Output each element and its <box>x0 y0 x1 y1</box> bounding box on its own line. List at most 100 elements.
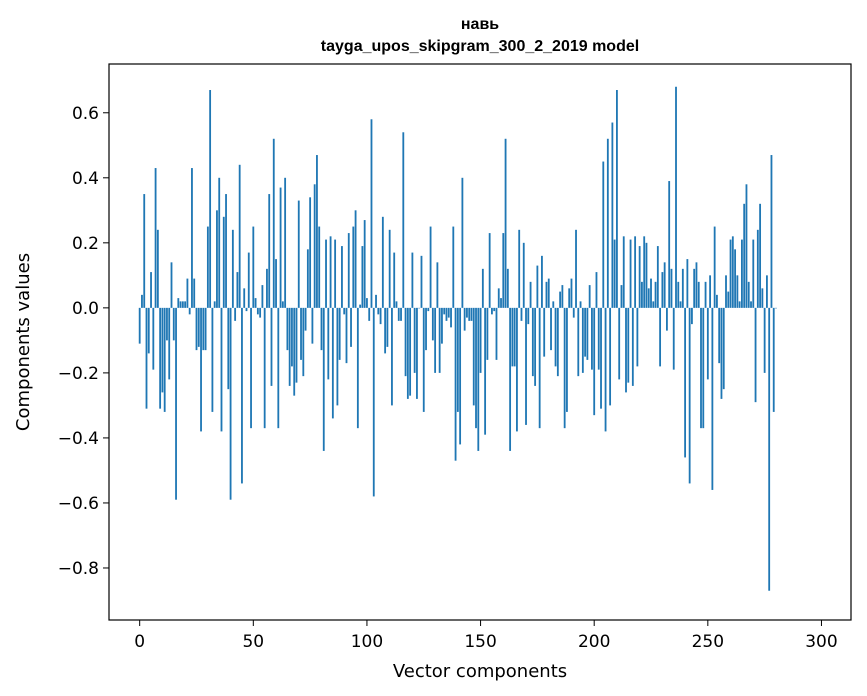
bar-52 <box>256 307 259 315</box>
bar-172 <box>529 281 532 308</box>
bar-215 <box>627 307 630 383</box>
bar-269 <box>750 301 752 308</box>
bar-89 <box>341 246 343 308</box>
bar-194 <box>579 301 582 308</box>
bar-153 <box>486 307 489 360</box>
bar-100 <box>366 298 368 308</box>
bar-14 <box>170 262 173 308</box>
bar-152 <box>484 307 487 435</box>
bar-207 <box>609 307 612 406</box>
bar-146 <box>470 307 473 321</box>
bar-147 <box>472 307 475 406</box>
bar-161 <box>504 138 507 308</box>
bar-262 <box>734 249 737 308</box>
bar-123 <box>418 307 421 309</box>
bar-7 <box>154 168 157 308</box>
bar-217 <box>631 307 634 386</box>
bar-263 <box>736 275 739 308</box>
bar-199 <box>591 307 593 370</box>
bar-77 <box>313 184 316 308</box>
bar-40 <box>229 307 232 500</box>
bar-20 <box>184 301 187 308</box>
bar-97 <box>359 304 362 308</box>
bar-112 <box>393 252 396 308</box>
bar-176 <box>538 307 541 429</box>
bar-273 <box>759 203 762 308</box>
bar-228 <box>656 246 659 308</box>
bar-32 <box>211 307 214 412</box>
bar-43 <box>236 272 239 308</box>
bar-30 <box>206 226 209 308</box>
bar-92 <box>347 233 350 308</box>
bar-83 <box>327 307 330 380</box>
bar-133 <box>441 307 443 344</box>
bar-238 <box>679 301 682 308</box>
bar-178 <box>543 307 546 357</box>
bar-210 <box>616 90 618 308</box>
bar-236 <box>675 86 677 308</box>
bar-200 <box>593 307 596 416</box>
bar-150 <box>479 307 482 373</box>
bar-74 <box>306 249 309 308</box>
bar-229 <box>659 307 662 367</box>
bar-95 <box>354 210 357 308</box>
bar-90 <box>343 307 346 315</box>
bar-158 <box>497 288 500 308</box>
bar-166 <box>516 307 518 432</box>
bar-234 <box>670 268 673 308</box>
bar-167 <box>518 229 521 308</box>
bar-177 <box>541 255 543 308</box>
bar-75 <box>309 197 312 308</box>
bar-61 <box>277 307 280 429</box>
bar-17 <box>177 298 180 308</box>
bar-25 <box>195 307 198 351</box>
bar-91 <box>345 307 348 364</box>
bar-188 <box>566 307 568 412</box>
bar-15 <box>172 307 175 341</box>
bar-242 <box>688 307 691 484</box>
bar-266 <box>743 203 746 308</box>
bar-21 <box>186 278 189 308</box>
bar-191 <box>572 307 575 318</box>
x-tick-label: 250 <box>692 632 724 652</box>
bar-204 <box>602 161 605 308</box>
y-tick-label: 0.4 <box>72 169 99 189</box>
bar-279 <box>772 307 775 412</box>
bar-28 <box>202 307 205 351</box>
bar-57 <box>268 194 271 308</box>
chart-title: навь <box>461 16 499 33</box>
bar-128 <box>429 226 432 308</box>
bar-41 <box>231 229 234 308</box>
bar-260 <box>729 239 732 308</box>
bar-254 <box>716 294 718 308</box>
bar-29 <box>204 307 207 351</box>
bar-63 <box>281 301 284 308</box>
bar-247 <box>700 307 702 429</box>
bar-96 <box>356 307 359 429</box>
bar-46 <box>243 288 246 308</box>
bar-237 <box>677 281 680 308</box>
bar-84 <box>329 236 332 308</box>
bar-115 <box>400 307 402 321</box>
bar-103 <box>372 307 375 497</box>
bar-196 <box>584 307 587 357</box>
bar-86 <box>334 239 337 308</box>
bar-145 <box>468 307 471 321</box>
bar-54 <box>261 285 264 308</box>
bar-124 <box>420 255 423 308</box>
bar-165 <box>513 307 516 367</box>
bar-106 <box>379 307 382 325</box>
bar-220 <box>638 246 641 308</box>
bar-3 <box>145 307 148 409</box>
y-axis-label: Components values <box>13 253 34 431</box>
bar-108 <box>384 307 387 354</box>
bar-48 <box>247 252 250 308</box>
bar-10 <box>161 307 164 393</box>
bar-205 <box>604 307 607 432</box>
bar-154 <box>488 233 491 308</box>
bar-201 <box>595 272 598 308</box>
bar-223 <box>645 242 648 308</box>
bar-121 <box>413 307 416 373</box>
y-tick-label: 0.6 <box>72 104 99 124</box>
